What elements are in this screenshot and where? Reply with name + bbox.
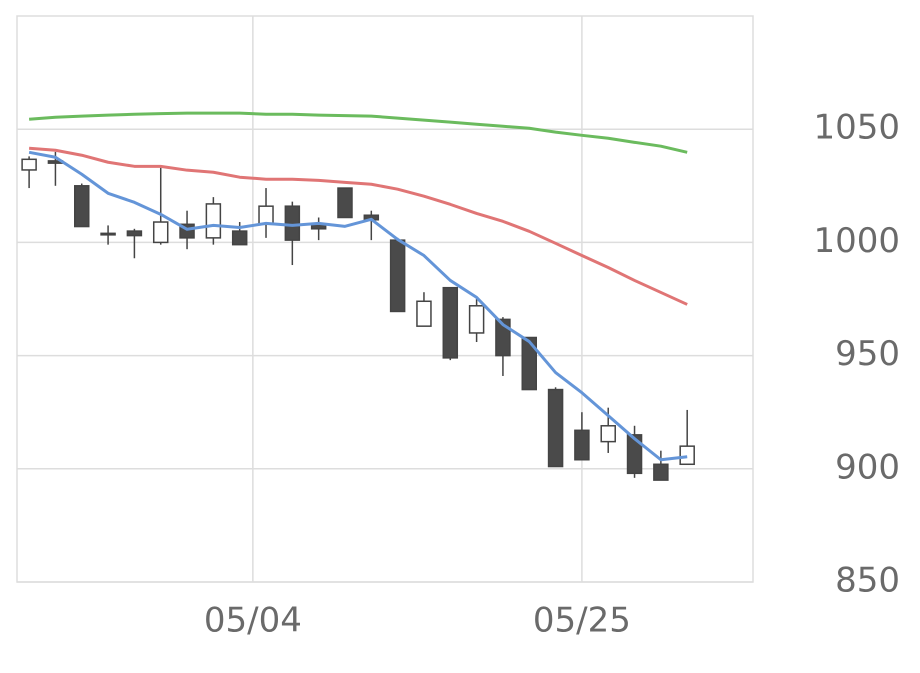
candle-body [600, 425, 616, 443]
y-tick-label: 1050 [813, 108, 900, 148]
candle-body [231, 230, 248, 246]
candle-body [442, 286, 459, 359]
x-tick-label: 05/25 [533, 601, 631, 641]
candle-body [126, 230, 143, 237]
moving-average-line [28, 150, 688, 462]
candle-body [626, 434, 643, 475]
candle-body [547, 388, 564, 468]
y-tick-label: 950 [835, 334, 900, 374]
moving-average-line [28, 111, 688, 154]
candle-body [21, 158, 37, 171]
candle-body [205, 203, 222, 239]
x-tick-label: 05/04 [204, 601, 302, 641]
candle-body [258, 205, 274, 226]
y-tick-label: 900 [835, 447, 900, 487]
candle-body [284, 205, 301, 241]
y-tick-label: 850 [835, 561, 900, 601]
moving-average-line [28, 146, 688, 306]
y-tick-label: 1000 [813, 221, 900, 261]
candle-body [389, 239, 406, 313]
candle-body [574, 429, 590, 461]
plot-frame [16, 15, 754, 583]
candle-body [74, 185, 90, 228]
candle-body [679, 445, 695, 466]
candle-body [653, 463, 669, 481]
candle-body [416, 300, 432, 327]
candle-body [152, 221, 169, 244]
candle-body [521, 336, 538, 391]
candle-body [337, 187, 353, 219]
candle-body [100, 232, 116, 236]
candle-body [468, 305, 485, 334]
